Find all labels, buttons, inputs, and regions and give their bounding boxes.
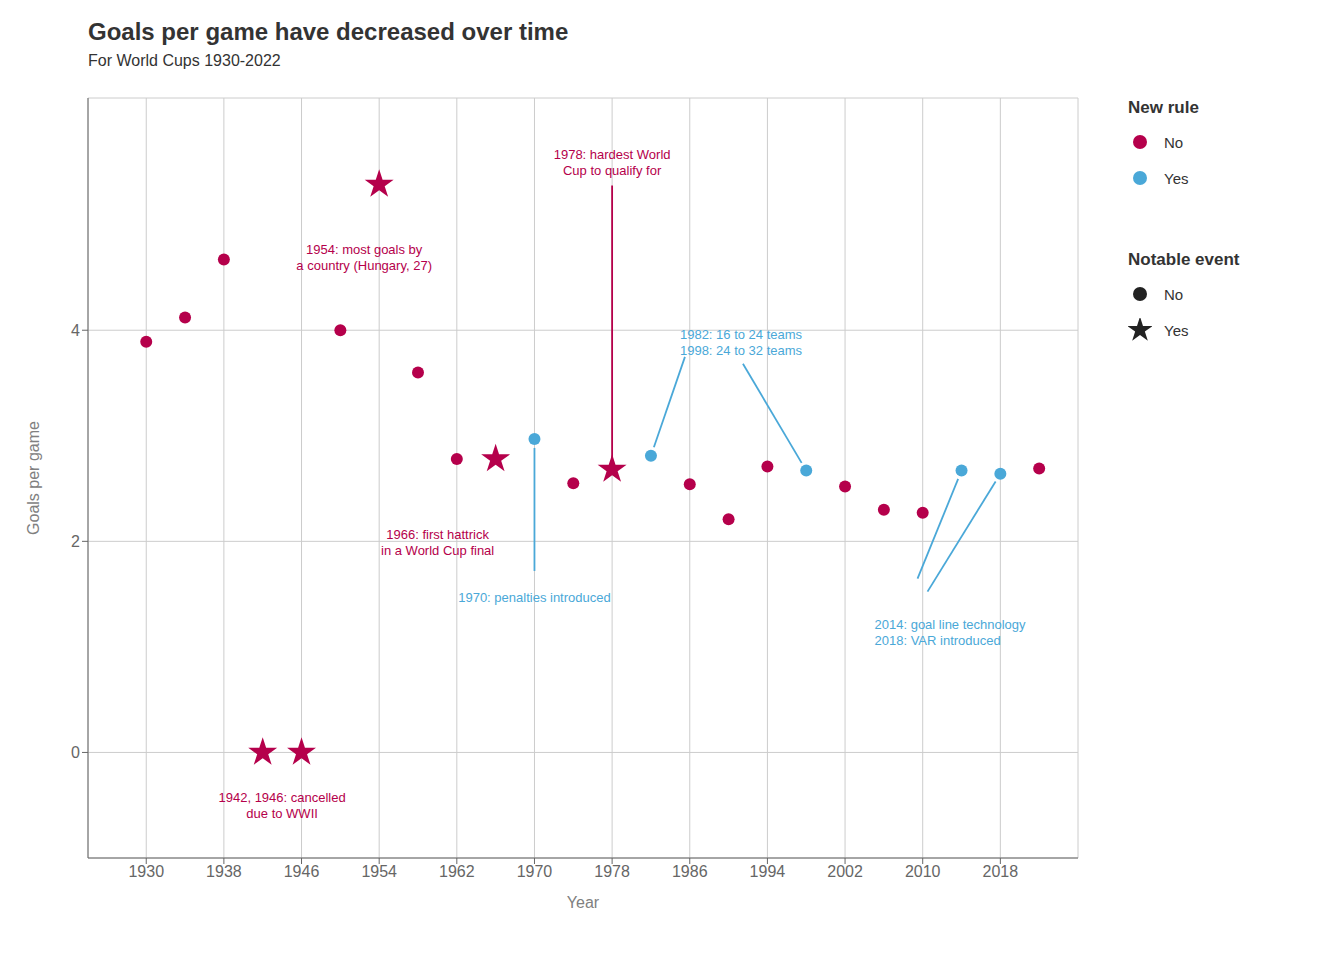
svg-text:1970: 1970: [517, 863, 553, 880]
svg-text:2010: 2010: [905, 863, 941, 880]
svg-text:0: 0: [71, 744, 80, 761]
svg-text:1930: 1930: [128, 863, 164, 880]
html-text:New rule: New rule: [1128, 98, 1199, 117]
html-text:Goals per game have decreased: Goals per game have decreased over time: [88, 18, 569, 45]
svg-text:1986: 1986: [672, 863, 708, 880]
svg-text:1962: 1962: [439, 863, 475, 880]
html-text:Yes: Yes: [1164, 169, 1189, 187]
svg-text:4: 4: [71, 322, 80, 339]
svg-text:1954: 1954: [361, 863, 397, 880]
html-text:No: No: [1164, 133, 1184, 151]
svg-text:Goals per game: Goals per game: [25, 421, 42, 535]
svg-text:1966: first hattrickin a World: 1966: first hattrickin a World Cup final: [381, 527, 494, 558]
html-text:No: No: [1164, 285, 1184, 303]
svg-text:1982: 16 to 24 teams1998: 24 t: 1982: 16 to 24 teams1998: 24 to 32 teams: [680, 327, 803, 358]
svg-text:1994: 1994: [750, 863, 786, 880]
svg-text:2018: 2018: [983, 863, 1019, 880]
svg-text:1970: penalties introduced: 1970: penalties introduced: [458, 590, 611, 605]
html-text:For World Cups 1930-2022: For World Cups 1930-2022: [88, 52, 281, 69]
svg-text:Year: Year: [567, 894, 600, 911]
svg-text:1978: hardest WorldCup to qual: 1978: hardest WorldCup to qualify for: [554, 147, 671, 178]
svg-text:1978: 1978: [594, 863, 630, 880]
svg-text:1938: 1938: [206, 863, 242, 880]
html-text:Notable event: Notable event: [1128, 250, 1240, 269]
svg-text:1946: 1946: [284, 863, 320, 880]
svg-text:2014: goal line technology2018: 2014: goal line technology2018: VAR intr…: [875, 617, 1027, 648]
svg-text:1942, 1946: cancelleddue to WW: 1942, 1946: cancelleddue to WWII: [219, 790, 346, 821]
svg-text:2002: 2002: [827, 863, 863, 880]
html-text:Yes: Yes: [1164, 321, 1189, 339]
svg-text:1954: most goals bya country (: 1954: most goals bya country (Hungary, 2…: [296, 242, 432, 273]
svg-text:2: 2: [71, 533, 80, 550]
